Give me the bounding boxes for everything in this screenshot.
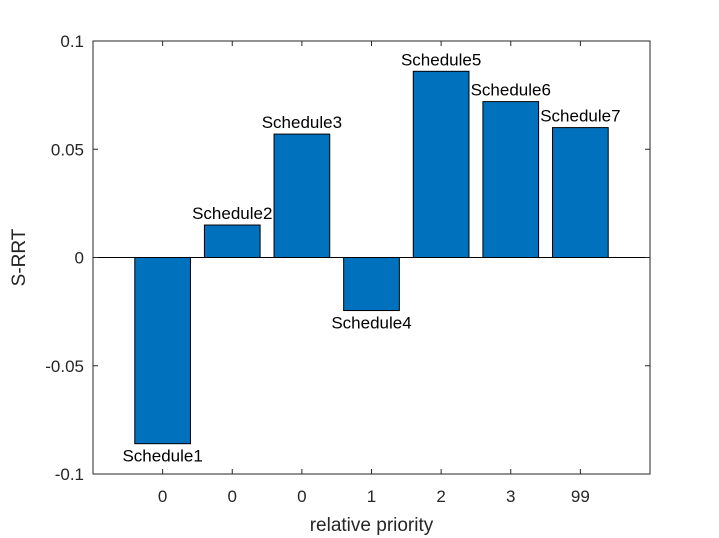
data-labels-layer: Schedule1 Schedule2 Schedule3 Schedule4 Sche…	[122, 50, 620, 465]
bar-data-label: Schedule1	[122, 447, 202, 466]
axes-layer: -0.1 -0.05 0 0.05 0.1 0 0 0 1 2 3 99	[45, 32, 651, 506]
bar-data-label: Schedule3	[262, 113, 342, 132]
y-axis-title: S-RRT	[9, 228, 30, 286]
x-tick-label: 0	[158, 487, 167, 506]
bar	[552, 127, 609, 258]
bar-data-label: Schedule2	[192, 204, 272, 223]
bar	[273, 133, 331, 258]
bar-data-label: Schedule4	[331, 314, 411, 333]
bar-data-label: Schedule6	[471, 81, 551, 100]
x-tick-label: 3	[506, 487, 515, 506]
bar	[203, 224, 261, 258]
y-tick-label: -0.05	[45, 357, 84, 376]
y-tick-label: 0.1	[60, 32, 84, 51]
x-tick-label: 99	[571, 487, 590, 506]
y-tick-label: -0.1	[55, 465, 84, 484]
x-tick-label: 2	[436, 487, 445, 506]
bar	[412, 70, 470, 258]
y-tick-label: 0	[75, 249, 84, 268]
y-tick-label: 0.05	[51, 140, 84, 159]
bar	[134, 257, 191, 445]
x-axis-title: relative priority	[310, 515, 434, 536]
bar	[482, 101, 540, 259]
x-tick-label: 0	[297, 487, 306, 506]
bars-layer	[134, 70, 609, 445]
bar	[343, 257, 400, 312]
x-tick-label: 1	[367, 487, 376, 506]
bar-data-label: Schedule5	[401, 50, 481, 69]
bar-data-label: Schedule7	[540, 107, 620, 126]
x-tick-label: 0	[228, 487, 237, 506]
